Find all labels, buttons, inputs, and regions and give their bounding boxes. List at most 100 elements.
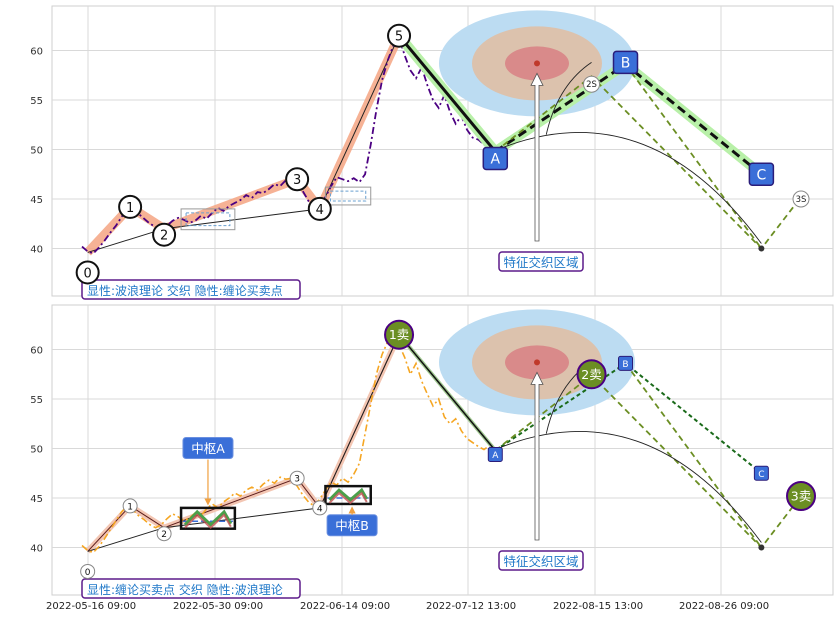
hub-box bbox=[179, 506, 237, 530]
abc-line-5a bbox=[397, 34, 497, 153]
sell-label: 1卖 bbox=[389, 327, 409, 342]
sell-label: 2卖 bbox=[581, 367, 601, 382]
hub-zigzag-shadow bbox=[328, 491, 368, 505]
zone-arrow bbox=[530, 72, 544, 242]
zone-arrow bbox=[530, 371, 544, 541]
zone-center-dot bbox=[534, 359, 540, 366]
abc-box bbox=[612, 50, 639, 75]
wave-label: 5 bbox=[395, 30, 403, 45]
projection-marker bbox=[792, 190, 810, 208]
x-tick-label: 2022-07-12 13:00 bbox=[426, 601, 516, 612]
y-tick-label: 50 bbox=[30, 445, 43, 456]
abc-line-5a bbox=[398, 334, 496, 451]
abc-box bbox=[753, 465, 769, 481]
wave-marker bbox=[122, 498, 138, 514]
x-tick-label: 2022-08-15 13:00 bbox=[553, 601, 643, 612]
hub-label: 中枢A bbox=[191, 441, 225, 456]
wave-label: 1 bbox=[126, 201, 134, 216]
projection-line bbox=[494, 75, 802, 250]
x-tick-label: 2022-05-30 09:00 bbox=[173, 601, 263, 612]
x-tick-label: 2022-05-16 09:00 bbox=[46, 601, 136, 612]
y-tick-label: 55 bbox=[30, 96, 43, 107]
y-tick-label: 55 bbox=[30, 395, 43, 406]
sell-label: 3卖 bbox=[791, 489, 811, 504]
y-tick-label: 50 bbox=[30, 146, 43, 157]
wave-label: 0 bbox=[85, 568, 91, 578]
hub-label-box bbox=[182, 437, 234, 460]
wave-label: 4 bbox=[317, 504, 323, 514]
wave-label: 2 bbox=[160, 229, 168, 244]
wave-marker bbox=[289, 470, 305, 486]
projection-line-b bbox=[624, 362, 763, 549]
y-tick-label: 40 bbox=[30, 543, 43, 554]
wave-label: 0 bbox=[84, 266, 92, 281]
wave-marker bbox=[118, 194, 143, 219]
zone-label: 特征交织区域 bbox=[503, 554, 578, 569]
projection-arc-small bbox=[545, 62, 592, 135]
panel-caption: 显性:缠论买卖点 交织 隐性:波浪理论 bbox=[87, 582, 283, 597]
wave-marker bbox=[387, 23, 412, 48]
abc-label: C bbox=[756, 167, 766, 183]
hub-box bbox=[324, 186, 372, 206]
wave-connector bbox=[87, 35, 400, 253]
abc-box bbox=[482, 146, 509, 171]
abc-label: A bbox=[492, 451, 499, 461]
abc-label: B bbox=[621, 55, 631, 71]
wave-marker bbox=[285, 167, 310, 192]
wave-label: 3 bbox=[294, 475, 300, 485]
wave-marker bbox=[80, 563, 96, 579]
projection-line-b bbox=[624, 63, 763, 250]
projection-marker bbox=[583, 75, 601, 93]
zone-label: 特征交织区域 bbox=[503, 255, 578, 270]
sell-marker bbox=[384, 319, 415, 350]
x-tick-label: 2022-08-26 09:00 bbox=[679, 601, 769, 612]
sell-marker bbox=[786, 481, 817, 512]
abc-box bbox=[618, 355, 634, 371]
hub-zigzag bbox=[183, 509, 233, 527]
wave-marker bbox=[312, 500, 328, 516]
caption-box bbox=[81, 578, 301, 599]
projection-low-dot bbox=[758, 245, 765, 252]
abc-label: A bbox=[491, 151, 501, 167]
abc-label: B bbox=[622, 360, 628, 370]
wave-label: 4 bbox=[316, 203, 324, 218]
wave-marker bbox=[152, 222, 177, 247]
hub-inner-box bbox=[185, 212, 231, 227]
projection-line bbox=[494, 374, 802, 549]
zone-label-box bbox=[498, 550, 584, 571]
wave-label: 3 bbox=[293, 173, 301, 188]
price-line bbox=[81, 334, 496, 554]
y-tick-label: 60 bbox=[30, 47, 43, 58]
projection-low-dot bbox=[758, 544, 765, 551]
caption-box bbox=[81, 279, 301, 300]
zone-center-dot bbox=[534, 60, 540, 67]
wave-label: 1 bbox=[127, 502, 133, 512]
abc-box bbox=[748, 162, 775, 187]
projection-label: 3S bbox=[796, 195, 807, 205]
hub-zigzag-shadow bbox=[184, 513, 232, 530]
hub-box bbox=[324, 484, 372, 506]
x-axis: 2022-05-16 09:00 2022-05-30 09:00 2022-06-… bbox=[46, 601, 769, 612]
y-tick-label: 45 bbox=[30, 494, 43, 505]
y-tick-label: 60 bbox=[30, 346, 43, 357]
hub-zigzag bbox=[328, 487, 369, 502]
x-tick-label: 2022-06-14 09:00 bbox=[300, 601, 390, 612]
abc-box bbox=[487, 446, 503, 462]
hub-inner-box bbox=[329, 190, 367, 202]
zone-label-box bbox=[498, 251, 584, 272]
wave-connector bbox=[87, 334, 400, 552]
sell-marker bbox=[576, 359, 607, 390]
y-tick-label: 45 bbox=[30, 195, 43, 206]
projection-label: 2S bbox=[586, 80, 597, 90]
wave-marker bbox=[156, 526, 172, 542]
y-tick-label: 40 bbox=[30, 244, 43, 255]
abc-label: C bbox=[758, 470, 764, 480]
panel-caption: 显性:波浪理论 交织 隐性:缠论买卖点 bbox=[87, 283, 283, 298]
wave-marker bbox=[75, 260, 100, 285]
hub-label: 中枢B bbox=[335, 518, 369, 533]
wave-marker bbox=[307, 196, 332, 221]
hub-box bbox=[180, 208, 236, 231]
